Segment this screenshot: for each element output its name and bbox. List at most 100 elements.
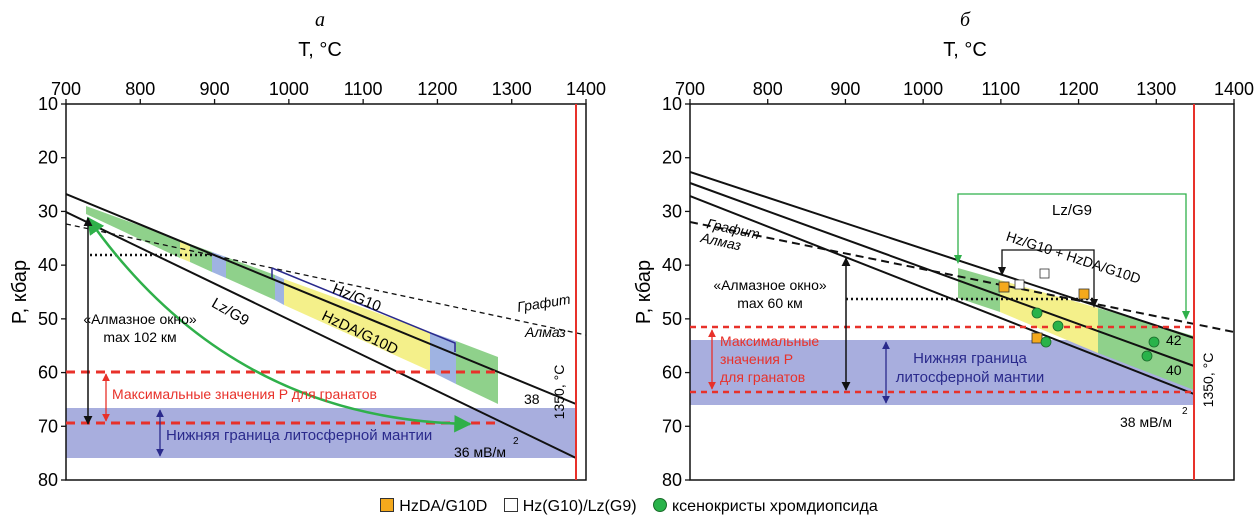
panel-b-y-tick-label: 20 [662, 148, 682, 168]
panel-b-point-cr-diopside-2 [1052, 320, 1064, 332]
panel-b-point-hz-lz-1 [1014, 279, 1025, 290]
panel-a-y-tick-label: 70 [38, 416, 58, 436]
panel-b-graphite-diamond-line [690, 221, 1234, 333]
panel-b-label-sq: 2 [1182, 406, 1188, 417]
panel-a-label-36: 36 мВ/м [454, 444, 506, 460]
panel-b-max-p-label-1: Максимальные [720, 333, 819, 349]
panel-b-lz-arrowhead-right [1182, 311, 1190, 320]
legend-label-hzda: HzDA/G10D [399, 498, 488, 515]
panel-a-label-sq: 2 [513, 436, 519, 447]
panel-a-x-tick-label: 1200 [417, 79, 457, 99]
panel-a-frame [65, 103, 587, 481]
panel-b-point-cr-diopside-5 [1141, 350, 1153, 362]
panel-b-y-title: P, кбар [633, 260, 655, 324]
panel-b-geotherm-40 [690, 182, 1195, 367]
panel-b: б T, °C P, кбар 700 800 900 1000 1100 1200 130… [633, 9, 1254, 490]
panel-a-x-tick-label: 800 [125, 79, 155, 99]
panel-b-window-label-2: max 60 км [737, 295, 803, 311]
panel-b-lz-arrowhead-left [954, 255, 962, 264]
panel-a-lz-g9-arrow [86, 216, 472, 433]
white-square-icon [503, 498, 518, 512]
panel-b-point-cr-diopside-4 [1148, 336, 1160, 348]
panel-b-y-tick-label: 60 [662, 363, 682, 383]
panel-a-label-grafit: Графит [516, 291, 572, 315]
panel-b-y-ticks: 10 20 30 40 50 60 70 80 [662, 94, 690, 490]
panel-b-x-tick-label: 900 [830, 79, 860, 99]
panel-b-x-tick-label: 800 [753, 79, 783, 99]
panel-a-lower-label: Нижняя граница литосферной мантии [166, 427, 432, 444]
panel-a-x-tick-label: 1100 [344, 79, 383, 99]
panel-b-x-ticks: 700 800 900 1000 1100 1200 1300 1400 [675, 79, 1254, 104]
panel-b-x-tick-label: 1100 [981, 79, 1020, 99]
panel-b-hz-bracket [1001, 249, 1095, 304]
panel-b-x-title: T, °C [943, 39, 987, 61]
panel-b-y-tick-label: 50 [662, 309, 682, 329]
panel-a-x-ticks: 700 800 900 1000 1100 1200 1300 1400 [51, 79, 606, 104]
panel-a-y-tick-label: 80 [38, 470, 58, 490]
panel-b-point-hzda-2 [1078, 288, 1090, 300]
panel-a-x-title: T, °C [298, 39, 342, 61]
panel-b-y-tick-label: 70 [662, 416, 682, 436]
legend-label-diopside: ксенокристы хромдиопсида [672, 498, 878, 515]
panel-b-zone-green-1 [958, 268, 1000, 312]
panel-b-point-cr-diopside-3 [1040, 336, 1052, 348]
panel-a-y-tick-label: 40 [38, 255, 58, 275]
panel-b-label-40: 40 [1166, 362, 1182, 378]
panel-b-label-lz-g9: Lz/G9 [1052, 202, 1092, 219]
panel-b-geotherm-42 [690, 171, 1195, 339]
panel-b-hz-arrowhead-right [1090, 299, 1098, 308]
panel-a-zone-green-2 [190, 244, 212, 272]
panel-a-x-tick-label: 900 [200, 79, 230, 99]
panel-b-geotherm-38 [690, 195, 1195, 395]
panel-a-zone-green-1 [86, 206, 180, 258]
panel-b-label-38: 38 мВ/м [1120, 414, 1172, 430]
panel-b-point-hz-lz-2 [1039, 268, 1050, 279]
panel-a-label-38: 38 [524, 391, 540, 407]
panel-a-window-label-2: max 102 км [103, 329, 176, 345]
panel-a-y-tick-label: 60 [38, 363, 58, 383]
panel-b-point-hzda-1 [998, 281, 1010, 293]
panel-b-max-p-label-3: для гранатов [720, 369, 805, 385]
green-circle-icon [653, 498, 667, 512]
panel-b-max-p-label-2: значения P [720, 351, 793, 367]
panel-b-point-hzda-3 [1031, 332, 1043, 344]
panel-a-zone-blue-2 [275, 275, 284, 305]
panel-b-y-tick-label: 40 [662, 255, 682, 275]
panel-a-x-tick-label: 700 [51, 79, 81, 99]
panel-b-lower-label-1: Нижняя граница [913, 350, 1027, 367]
figure: а T, °C P, кбар 700 800 900 1000 1100 1200 130… [9, 9, 1254, 490]
panel-b-frame [689, 103, 1235, 481]
orange-square-icon [380, 498, 395, 512]
legend-item-diopside: ксенокристы хромдиопсида [653, 498, 878, 516]
panel-b-hz-arrowhead-left [998, 267, 1006, 276]
panel-a-y-tick-label: 30 [38, 201, 58, 221]
panel-a-max-p-label: Максимальные значения P для гранатов [112, 386, 377, 402]
panel-a-x-tick-label: 1300 [492, 79, 532, 99]
panel-b-zone-yellow [1000, 280, 1098, 353]
panel-b-lz-bracket [957, 193, 1187, 316]
legend-item-hzda: HzDA/G10D [380, 498, 487, 516]
panel-a-x-tick-label: 1400 [566, 79, 606, 99]
panel-b-x-tick-label: 1200 [1059, 79, 1099, 99]
panel-a-window-label-1: «Алмазное окно» [83, 311, 197, 327]
panel-b-x-tick-label: 1000 [903, 79, 943, 99]
panel-b-letter: б [960, 9, 971, 31]
panel-a-label-almaz: Алмаз [524, 324, 566, 340]
panel-a: а T, °C P, кбар 700 800 900 1000 1100 1200 130… [9, 9, 606, 490]
panel-b-y-tick-label: 30 [662, 201, 682, 221]
panel-a-zone-blue-3 [430, 332, 456, 384]
panel-b-point-cr-diopside-1 [1031, 307, 1043, 319]
panel-a-y-tick-label: 20 [38, 148, 58, 168]
legend-label-hz-lz: Hz(G10)/Lz(G9) [522, 498, 637, 515]
legend: HzDA/G10D Hz(G10)/Lz(G9) ксенокристы хро… [0, 498, 1258, 516]
panel-a-label-iso: 1350, °C [551, 365, 567, 420]
panel-b-x-tick-label: 1400 [1214, 79, 1254, 99]
panel-b-label-hz-combo: Hz/G10 + HzDA/G10D [1004, 228, 1143, 287]
panel-b-label-42: 42 [1166, 332, 1182, 348]
panel-a-y-ticks: 10 20 30 40 50 60 70 80 [38, 94, 66, 490]
panel-a-y-tick-label: 50 [38, 309, 58, 329]
legend-item-hz-lz: Hz(G10)/Lz(G9) [503, 498, 637, 516]
panel-b-y-tick-label: 80 [662, 470, 682, 490]
panel-b-x-tick-label: 1300 [1136, 79, 1176, 99]
panel-b-label-iso: 1350, °C [1200, 353, 1216, 408]
